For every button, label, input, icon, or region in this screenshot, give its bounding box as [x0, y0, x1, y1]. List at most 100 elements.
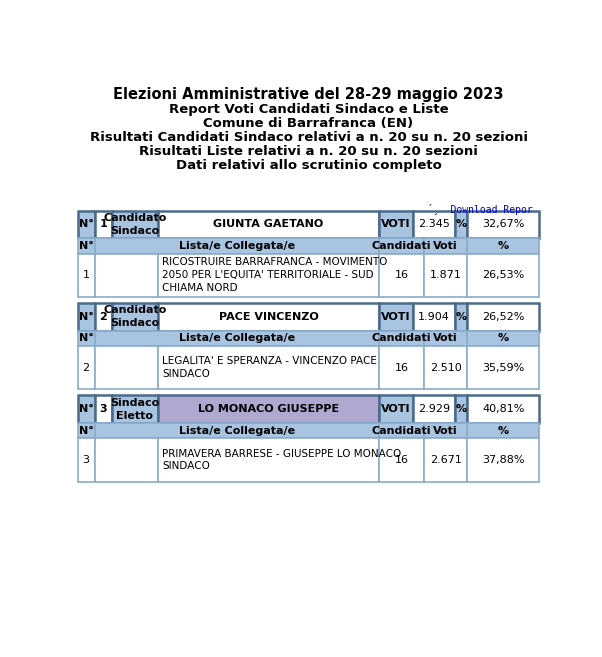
Text: 16: 16	[394, 270, 409, 280]
Bar	[467, 303, 539, 330]
Text: 2.929: 2.929	[418, 404, 450, 414]
Bar	[95, 330, 379, 346]
Bar	[379, 238, 424, 254]
Text: Comune di Barrafranca (EN): Comune di Barrafranca (EN)	[203, 118, 414, 130]
Text: %: %	[498, 333, 509, 344]
Text: 3: 3	[82, 455, 90, 465]
Text: 2: 2	[99, 312, 107, 322]
Bar	[112, 303, 158, 330]
Bar	[379, 346, 424, 389]
Bar	[379, 254, 424, 297]
Bar	[379, 423, 424, 438]
Bar	[467, 254, 539, 297]
Bar	[424, 438, 467, 482]
Text: Candidati: Candidati	[372, 333, 431, 344]
Text: %: %	[498, 426, 509, 436]
Text: Candidati: Candidati	[372, 426, 431, 436]
Bar	[413, 210, 455, 238]
Text: Report Voti Candidati Sindaco e Liste: Report Voti Candidati Sindaco e Liste	[169, 104, 448, 116]
Bar	[467, 423, 539, 438]
Bar	[467, 396, 539, 423]
Bar	[455, 210, 467, 238]
Text: 1: 1	[82, 270, 90, 280]
Bar	[424, 254, 467, 297]
Text: Voti: Voti	[433, 333, 458, 344]
Text: 1.904: 1.904	[418, 312, 450, 322]
Text: Lista/e Collegata/e: Lista/e Collegata/e	[179, 426, 295, 436]
Bar	[158, 210, 379, 238]
Bar	[78, 346, 95, 389]
Bar	[78, 396, 95, 423]
Bar	[455, 396, 467, 423]
Text: %: %	[456, 404, 467, 414]
Text: Risultati Liste relativi a n. 20 su n. 20 sezioni: Risultati Liste relativi a n. 20 su n. 2…	[139, 145, 478, 158]
Bar	[78, 254, 95, 297]
Bar	[78, 423, 95, 438]
Text: 26,53%: 26,53%	[482, 270, 524, 280]
Bar	[158, 438, 379, 482]
Text: Candidati: Candidati	[372, 241, 431, 251]
Text: PACE VINCENZO: PACE VINCENZO	[219, 312, 318, 322]
Bar	[379, 396, 413, 423]
Text: 2.510: 2.510	[430, 363, 462, 373]
Text: VOTI: VOTI	[381, 312, 411, 322]
Bar	[379, 438, 424, 482]
Bar	[413, 396, 455, 423]
Bar	[78, 210, 95, 238]
Bar	[112, 396, 158, 423]
Bar	[467, 330, 539, 346]
Text: RICOSTRUIRE BARRAFRANCA - MOVIMENTO
2050 PER L'EQUITA' TERRITORIALE - SUD
CHIAMA: RICOSTRUIRE BARRAFRANCA - MOVIMENTO 2050…	[162, 258, 388, 293]
Text: N°: N°	[79, 333, 93, 344]
Bar	[95, 346, 158, 389]
Text: Elezioni Amministrative del 28-29 maggio 2023: Elezioni Amministrative del 28-29 maggio…	[113, 87, 504, 102]
Text: 3: 3	[99, 404, 107, 414]
Text: 1.871: 1.871	[430, 270, 462, 280]
Text: N°: N°	[79, 426, 93, 436]
Bar	[379, 330, 424, 346]
Bar	[467, 238, 539, 254]
Text: VOTI: VOTI	[381, 404, 411, 414]
Text: 2: 2	[82, 363, 90, 373]
Text: VOTI: VOTI	[381, 219, 411, 229]
Bar	[95, 303, 112, 330]
Text: LEGALITA' E SPERANZA - VINCENZO PACE
SINDACO: LEGALITA' E SPERANZA - VINCENZO PACE SIN…	[162, 356, 377, 379]
Text: Risultati Candidati Sindaco relativi a n. 20 su n. 20 sezioni: Risultati Candidati Sindaco relativi a n…	[90, 131, 527, 144]
Text: %: %	[456, 312, 467, 322]
Text: Voti: Voti	[433, 241, 458, 251]
Text: 35,59%: 35,59%	[482, 363, 524, 373]
Bar	[158, 346, 379, 389]
Text: 26,52%: 26,52%	[482, 312, 524, 322]
Bar	[467, 346, 539, 389]
Bar	[78, 238, 95, 254]
Text: %: %	[456, 219, 467, 229]
Text: N°: N°	[79, 219, 93, 229]
Text: LO MONACO GIUSEPPE: LO MONACO GIUSEPPE	[198, 404, 339, 414]
Bar	[112, 210, 158, 238]
Bar	[95, 396, 112, 423]
Bar	[95, 254, 158, 297]
Text: N°: N°	[79, 241, 93, 251]
Text: Candidato
Sindaco: Candidato Sindaco	[103, 213, 167, 236]
Text: GIUNTA GAETANO: GIUNTA GAETANO	[214, 219, 324, 229]
Bar	[424, 346, 467, 389]
Bar	[424, 423, 467, 438]
Text: Lista/e Collegata/e: Lista/e Collegata/e	[179, 333, 295, 344]
Text: 40,81%: 40,81%	[482, 404, 524, 414]
Text: Lista/e Collegata/e: Lista/e Collegata/e	[179, 241, 295, 251]
Text: 32,67%: 32,67%	[482, 219, 524, 229]
Bar	[95, 423, 379, 438]
Bar	[413, 303, 455, 330]
Text: 1: 1	[99, 219, 107, 229]
Bar	[95, 438, 158, 482]
Text: 37,88%: 37,88%	[482, 455, 525, 465]
Bar	[158, 396, 379, 423]
Bar	[78, 330, 95, 346]
Bar	[78, 438, 95, 482]
Text: Candidato
Sindaco: Candidato Sindaco	[103, 306, 167, 328]
Bar	[424, 238, 467, 254]
Bar	[95, 210, 112, 238]
Text: PRIMAVERA BARRESE - GIUSEPPE LO MONACO
SINDACO: PRIMAVERA BARRESE - GIUSEPPE LO MONACO S…	[162, 449, 402, 471]
Text: Dati relativi allo scrutinio completo: Dati relativi allo scrutinio completo	[176, 159, 441, 172]
Bar	[158, 303, 379, 330]
Text: Voti: Voti	[433, 426, 458, 436]
